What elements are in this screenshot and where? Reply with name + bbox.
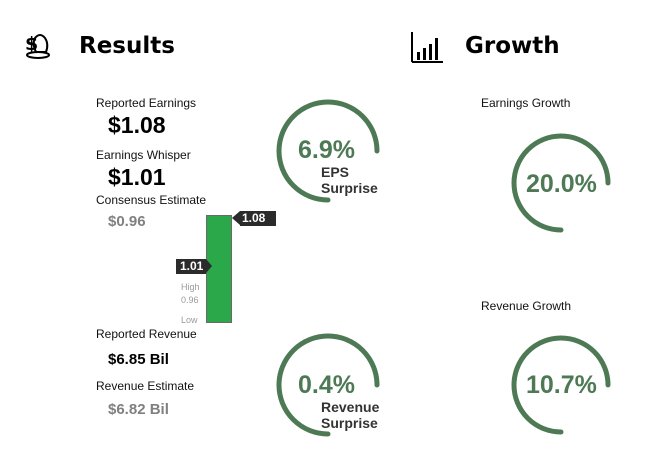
consensus-estimate-value: $0.96 xyxy=(108,213,146,230)
revenue-surprise-line1: Revenue xyxy=(321,399,380,415)
bar-high-label: High xyxy=(181,282,200,292)
eps-surprise-arc xyxy=(276,99,380,203)
reported-eps-tag-text: 1.08 xyxy=(242,211,266,225)
revenue-growth-label: Revenue Growth xyxy=(481,299,572,313)
consensus-estimate-label: Consensus Estimate xyxy=(96,193,207,207)
whisper-eps-tag-text: 1.01 xyxy=(180,259,204,273)
earnings-growth-value: 20.0% xyxy=(526,170,597,198)
earnings-whisper-value: $1.01 xyxy=(108,164,166,190)
revenue-surprise-line2: Surprise xyxy=(321,415,378,431)
earnings-growth-label: Earnings Growth xyxy=(481,96,571,110)
eps-surprise-label: EPS Surprise xyxy=(321,164,378,196)
money-bag-icon: $ xyxy=(24,30,54,65)
whisper-eps-tag: 1.01 xyxy=(176,259,206,274)
reported-earnings-value: $1.08 xyxy=(108,112,166,138)
eps-surprise-line2: Surprise xyxy=(321,180,378,196)
reported-revenue-label: Reported Revenue xyxy=(96,327,197,341)
revenue-estimate-value: $6.82 Bil xyxy=(108,401,169,418)
revenue-growth-value: 10.7% xyxy=(526,371,597,399)
bar-chart-icon xyxy=(409,30,445,69)
reported-eps-pointer xyxy=(232,211,240,225)
reported-eps-tag: 1.08 xyxy=(240,211,276,226)
growth-title: Growth xyxy=(465,33,560,59)
eps-surprise-line1: EPS xyxy=(321,164,350,180)
bar-mid-label: 0.96 xyxy=(181,295,199,305)
earnings-growth-arc xyxy=(511,133,611,233)
revenue-growth-arc xyxy=(511,335,611,435)
revenue-surprise-label: Revenue Surprise xyxy=(321,399,379,431)
reported-revenue-value: $6.85 Bil xyxy=(108,351,169,368)
revenue-surprise-value: 0.4% xyxy=(298,371,355,399)
earnings-whisper-label: Earnings Whisper xyxy=(96,148,191,162)
whisper-eps-pointer xyxy=(206,259,212,273)
revenue-surprise-arc xyxy=(276,333,380,437)
eps-surprise-value: 6.9% xyxy=(298,136,355,164)
reported-earnings-label: Reported Earnings xyxy=(96,96,197,110)
revenue-estimate-label: Revenue Estimate xyxy=(96,379,195,393)
results-title: Results xyxy=(79,33,175,59)
bar-low-label: Low xyxy=(181,315,198,325)
